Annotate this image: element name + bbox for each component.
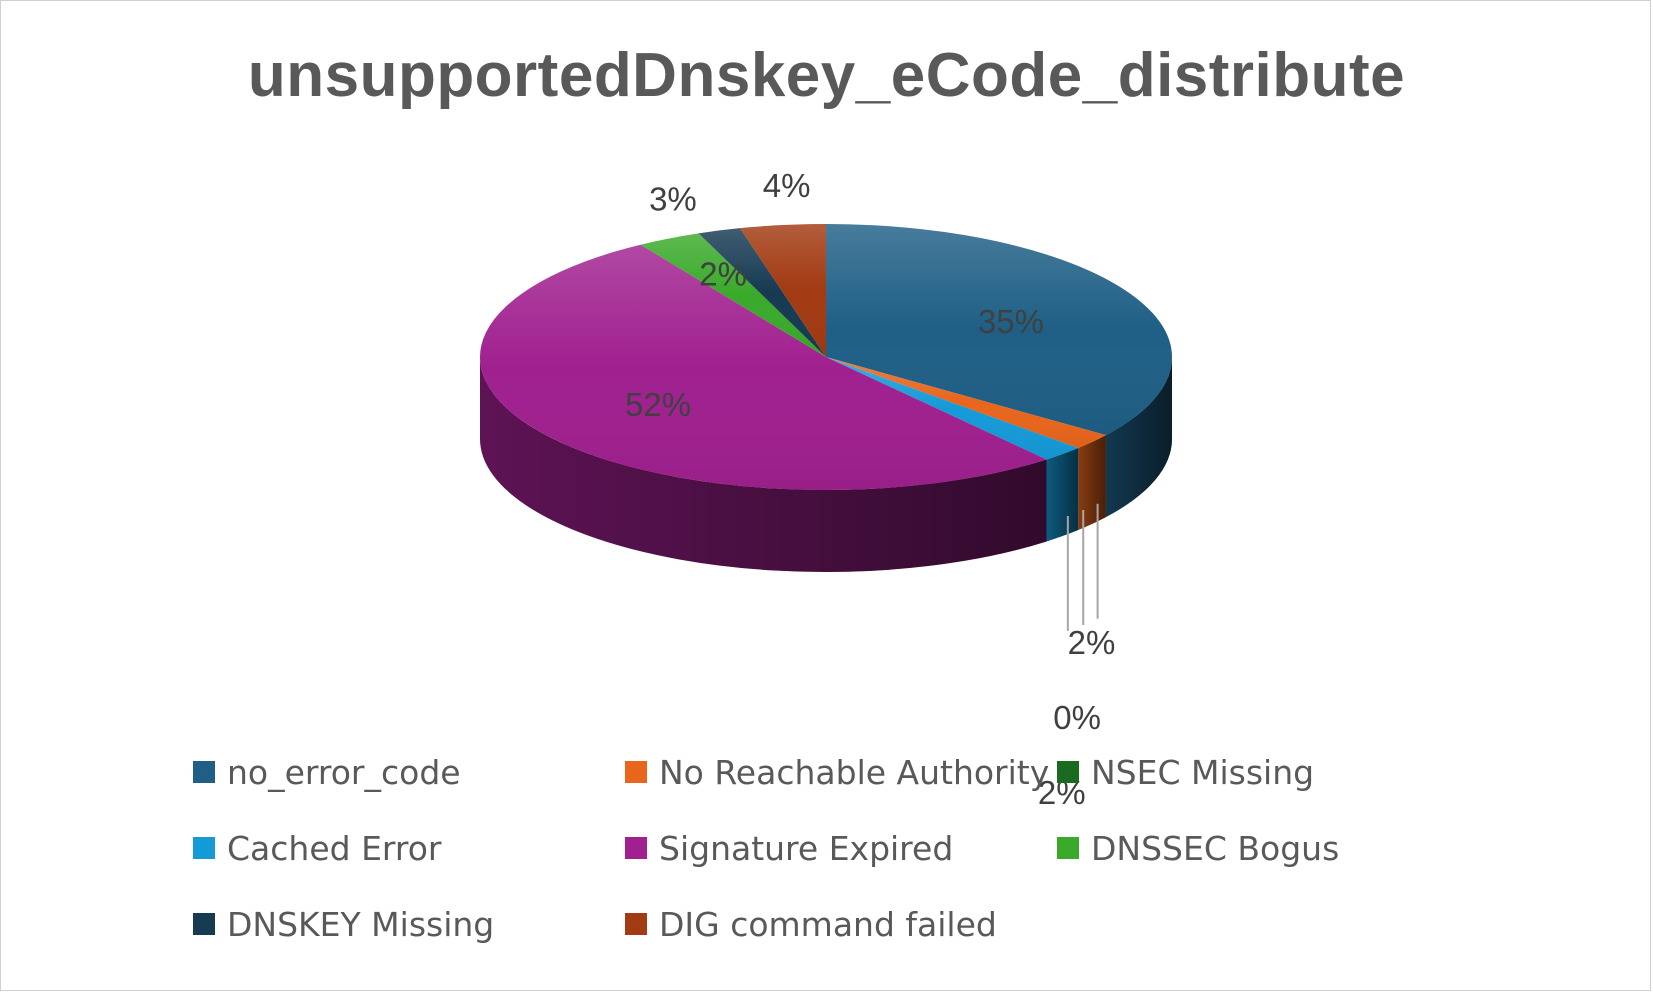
- legend-swatch: [625, 913, 647, 935]
- pie-side-shade: [1105, 357, 1172, 518]
- legend-swatch: [1057, 837, 1079, 859]
- leader-lines: [1066, 503, 1099, 631]
- data-label-nsec-missing: 0%: [1053, 699, 1101, 736]
- legend-swatch: [193, 761, 215, 783]
- pie-slice-shade: [698, 228, 826, 357]
- legend-label: DNSKEY Missing: [227, 904, 495, 944]
- pie-side-shade: [1078, 435, 1106, 531]
- pie-slice-shade: [479, 244, 1047, 491]
- data-label-dnskey-missing: 2%: [699, 255, 747, 292]
- legend: no_error_code No Reachable Authority NSEC …: [193, 752, 1357, 944]
- chart-title: unsupportedDnskey_eCode_distribute: [247, 41, 1406, 110]
- legend-label: Cached Error: [227, 828, 442, 868]
- legend-item-nsec-missing: NSEC Missing: [1057, 752, 1357, 792]
- legend-item-dig-command-failed: DIG command failed: [625, 904, 1057, 944]
- data-label-signature-expired: 52%: [625, 386, 691, 423]
- pie-side-shade: [480, 357, 1047, 572]
- data-labels: 35%2%0%2%52%3%2%4%: [625, 167, 1115, 811]
- data-label-dig-command-failed: 4%: [763, 167, 811, 204]
- data-label-dnssec-bogus: 3%: [649, 180, 697, 217]
- legend-item-dnskey-missing: DNSKEY Missing: [193, 904, 625, 944]
- pie-slice-shade: [826, 357, 1106, 449]
- legend-item-signature-expired: Signature Expired: [625, 828, 1057, 868]
- pie-slice-shade: [739, 224, 826, 357]
- data-label-no-reachable-authority: 2%: [1068, 624, 1116, 661]
- legend-label: DIG command failed: [659, 904, 997, 944]
- pie-slice-shade: [826, 224, 1173, 436]
- pie-slice-shade: [826, 357, 1079, 460]
- legend-item-cached-error: Cached Error: [193, 828, 625, 868]
- legend-label: DNSSEC Bogus: [1091, 828, 1340, 868]
- pie-sides: [480, 357, 1172, 572]
- legend-swatch: [625, 761, 647, 783]
- legend-swatch: [625, 837, 647, 859]
- legend-label: No Reachable Authority: [659, 752, 1050, 792]
- legend-item-no-error-code: no_error_code: [193, 752, 625, 792]
- legend-swatch: [193, 837, 215, 859]
- pie-slice-shade: [640, 233, 826, 357]
- data-label-no-error-code: 35%: [978, 303, 1044, 340]
- pie-tops: [479, 224, 1173, 491]
- legend-label: NSEC Missing: [1091, 752, 1315, 792]
- legend-item-no-reachable-authority: No Reachable Authority: [625, 752, 1057, 792]
- legend-label: no_error_code: [227, 752, 461, 792]
- pie-side-shade: [1046, 448, 1079, 542]
- legend-swatch: [1057, 761, 1079, 783]
- legend-item-dnssec-bogus: DNSSEC Bogus: [1057, 828, 1357, 868]
- legend-label: Signature Expired: [659, 828, 954, 868]
- legend-swatch: [193, 913, 215, 935]
